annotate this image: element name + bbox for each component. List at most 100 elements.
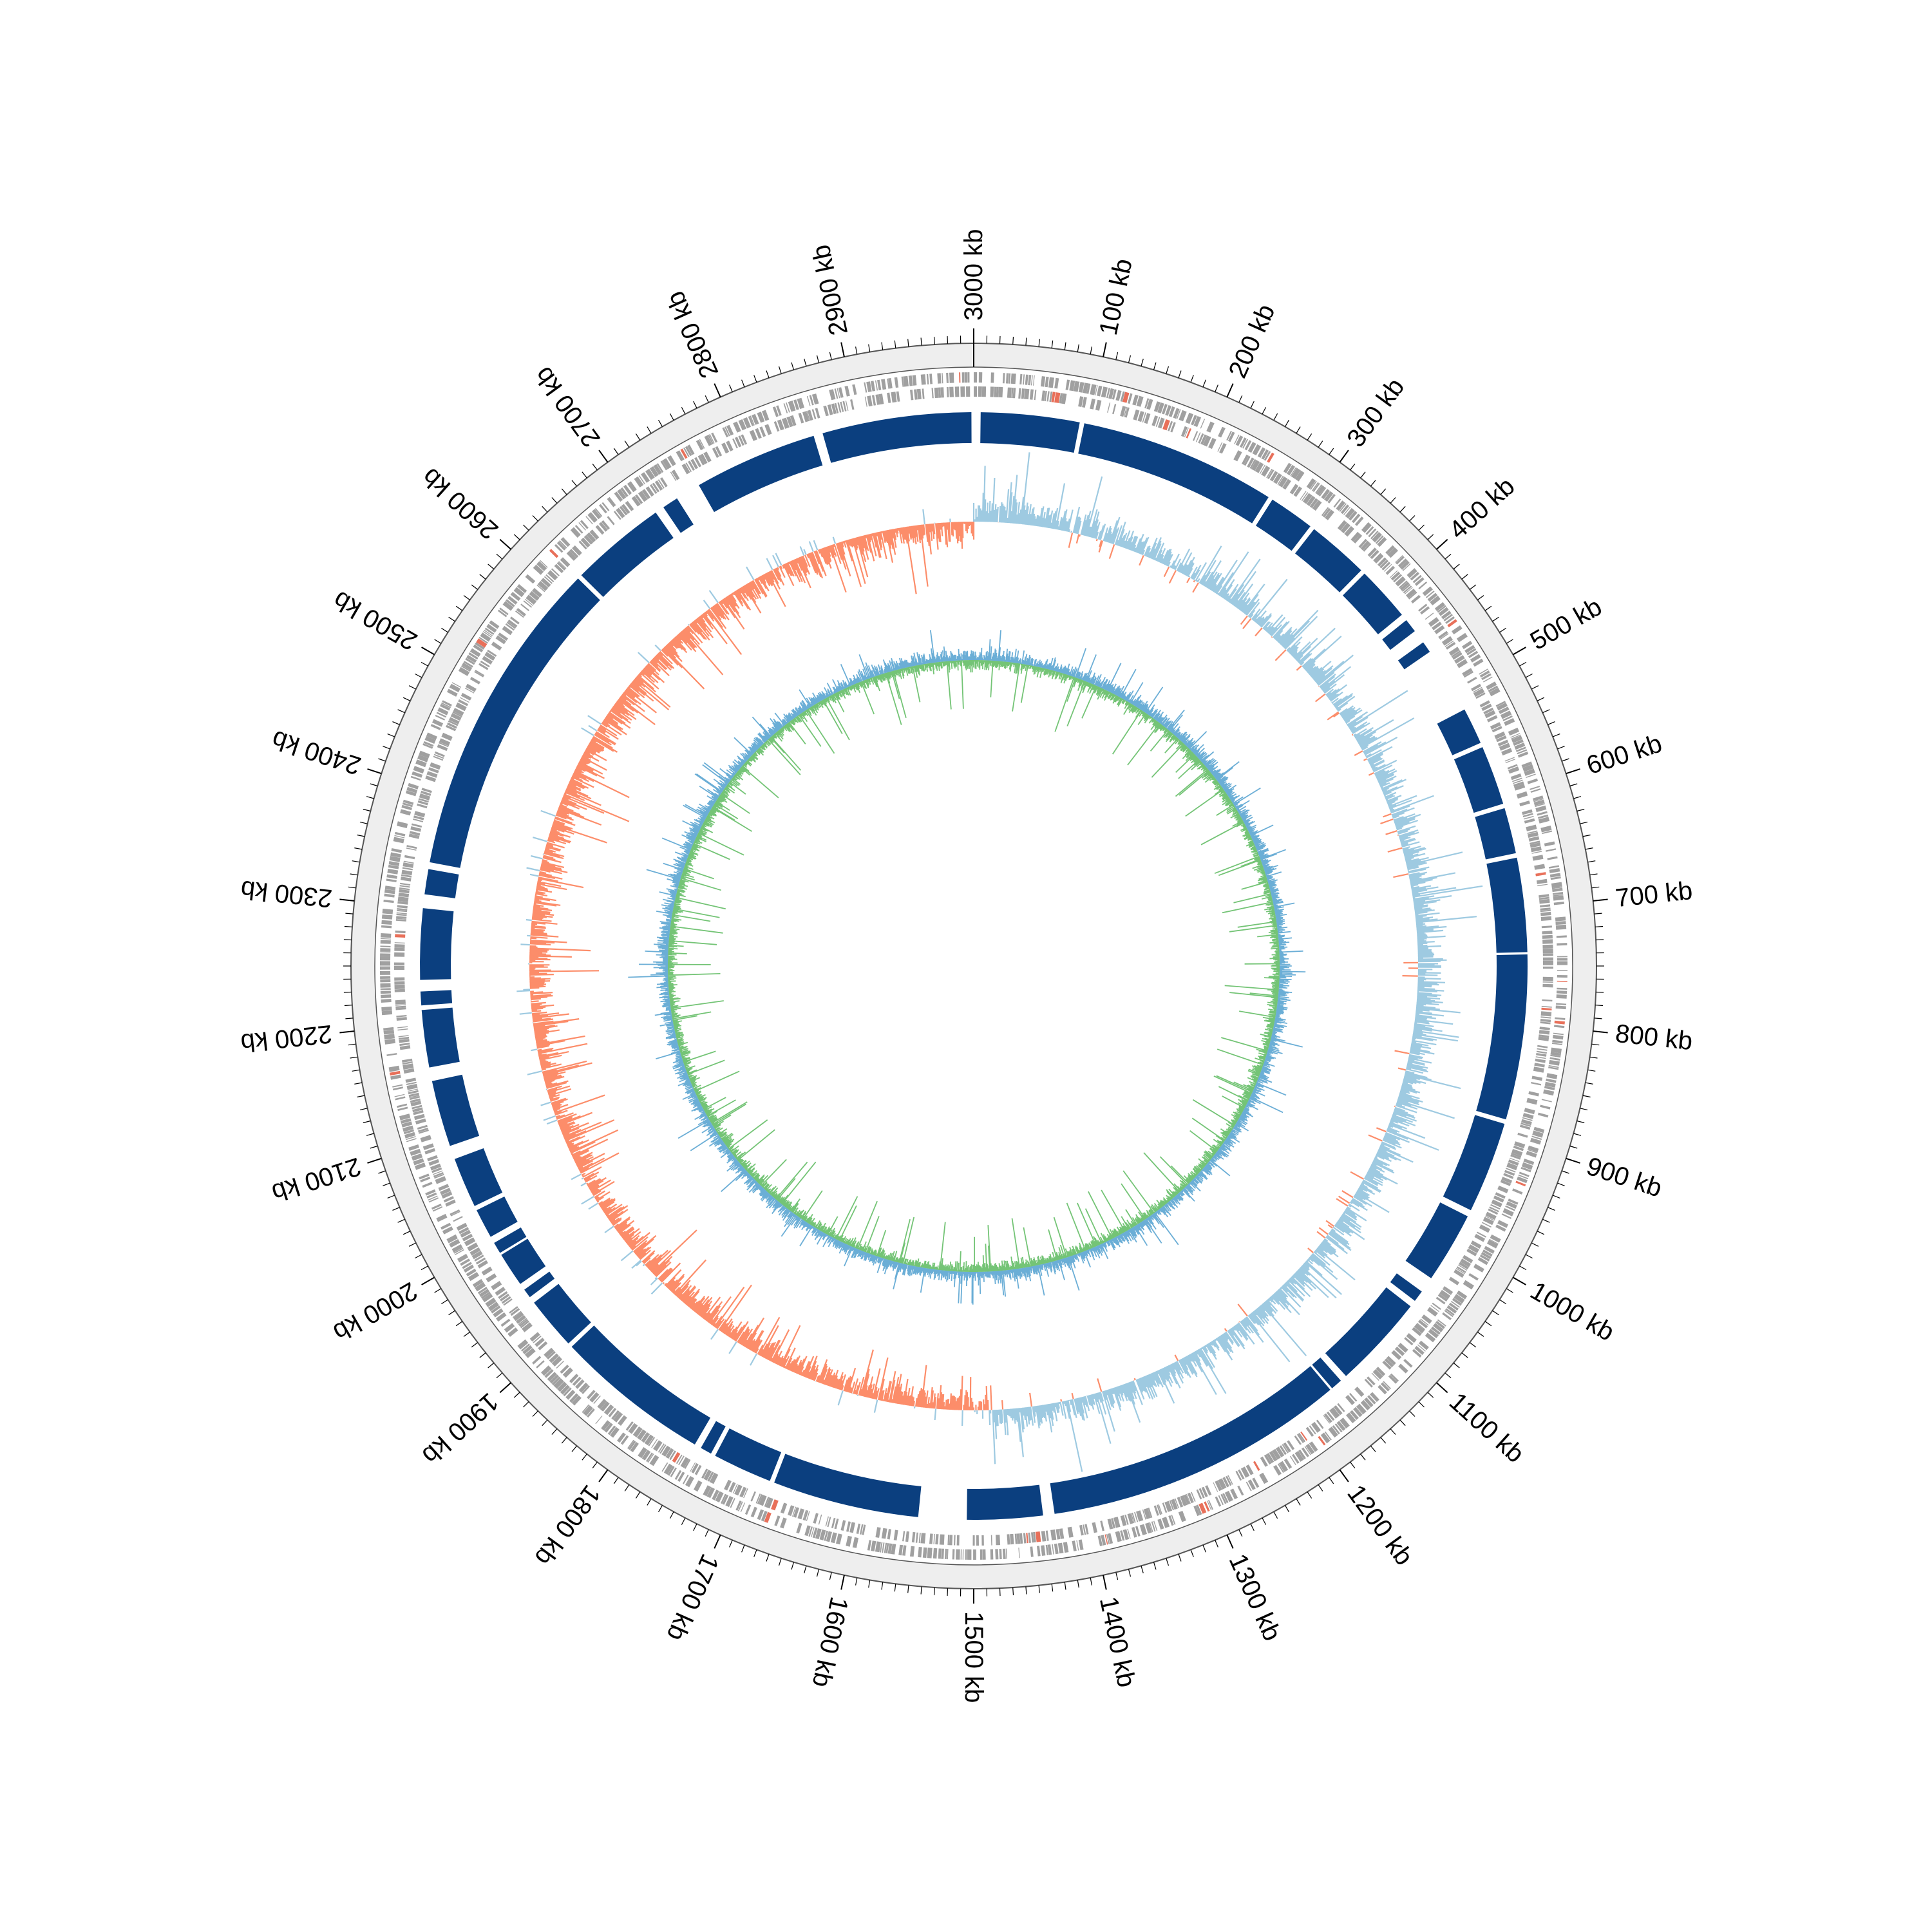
gc-skew-positive-bar (1053, 507, 1059, 529)
gc-skew-positive-bar (1416, 918, 1438, 922)
minor-tick (1469, 1342, 1477, 1348)
forward-strand-gene (812, 1528, 818, 1539)
minor-tick (1090, 1577, 1092, 1586)
forward-strand-gene (1106, 1533, 1110, 1544)
gc-skew-positive-bar (1298, 627, 1336, 663)
reverse-strand-gene (1451, 650, 1461, 658)
gc-skew-positive-bar (1009, 1408, 1011, 1417)
reverse-strand-gene (603, 1404, 614, 1416)
reverse-strand-gene (418, 1128, 429, 1133)
reverse-strand-gene (1376, 1367, 1386, 1376)
reverse-strand-gene (1417, 1323, 1426, 1331)
reverse-strand-gene (421, 790, 431, 796)
reverse-strand-gene (410, 1101, 422, 1107)
reverse-strand-gene (544, 1347, 554, 1358)
major-tick (499, 538, 512, 550)
forward-strand-gene (884, 1542, 887, 1553)
gc-skew-positive-bar (1416, 999, 1443, 1003)
contig-block (1405, 1202, 1468, 1278)
minor-tick (363, 1120, 371, 1124)
forward-strand-gene (903, 375, 909, 387)
forward-strand-gene (757, 1509, 764, 1520)
minor-tick (1542, 1218, 1550, 1223)
gc-skew-positive-bar (1410, 876, 1437, 884)
gc-skew-positive-bar (1222, 584, 1233, 599)
reverse-strand-gene (1170, 422, 1176, 433)
reverse-strand-gene (676, 1454, 683, 1464)
reverse-strand-gene (1481, 1222, 1492, 1228)
gc-skew-positive-bar (1371, 1163, 1383, 1170)
forward-strand-gene (1018, 1548, 1020, 1558)
forward-strand-gene (1006, 373, 1009, 384)
reverse-strand-gene (764, 424, 772, 435)
gc-skew-positive-bar (1302, 1264, 1310, 1271)
minor-tick (647, 1498, 652, 1506)
gc-skew-positive-bar (1030, 507, 1035, 526)
gc-skew-positive-bar (1417, 933, 1426, 936)
rna-feature (1186, 428, 1191, 439)
reverse-strand-gene (1484, 1215, 1495, 1221)
gc-skew-positive-bar (1265, 622, 1273, 632)
reverse-strand-gene (572, 1376, 582, 1387)
reverse-strand-gene (1124, 407, 1130, 418)
reverse-strand-gene (940, 387, 944, 398)
minor-tick (1580, 821, 1588, 824)
forward-strand-gene (556, 541, 566, 551)
reverse-strand-gene (402, 862, 414, 868)
gc-skew-positive-bar (1417, 985, 1432, 988)
gc-skew-positive-bar (1209, 574, 1220, 591)
gc-skew-positive-bar (1409, 877, 1422, 882)
reverse-strand-gene (1031, 1532, 1034, 1543)
forward-strand-gene (1445, 1308, 1455, 1316)
gc-skew-positive-bar (1055, 483, 1066, 530)
reverse-strand-gene (1508, 766, 1520, 774)
forward-strand-gene (578, 522, 586, 531)
gc-skew-positive-bar (1052, 511, 1057, 529)
gc-skew-positive-bar (1396, 1103, 1405, 1108)
gc-skew-positive-bar (1200, 560, 1217, 585)
reverse-strand-gene (598, 522, 608, 532)
gc-skew-positive-bar (1099, 524, 1106, 540)
forward-strand-gene (962, 1549, 964, 1560)
forward-strand-gene (815, 1528, 822, 1540)
gc-skew-positive-bar (1390, 1118, 1410, 1127)
reverse-strand-gene (1506, 1168, 1516, 1173)
reverse-strand-gene (922, 388, 925, 399)
gc-skew-positive-bar (1021, 452, 1030, 525)
forward-strand-gene (1002, 373, 1005, 384)
gc-skew-positive-bar (1416, 1010, 1423, 1012)
minor-tick (1589, 873, 1598, 876)
gc-skew-positive-bar (1416, 929, 1444, 934)
axis-tick-label: 900 kb (1583, 1152, 1665, 1203)
reverse-strand-gene (518, 1319, 529, 1327)
gc-skew-positive-bar (1359, 736, 1376, 747)
gc-skew-positive-bar (999, 502, 1003, 523)
axis-tick-label: 100 kb (1094, 256, 1138, 338)
forward-strand-gene (1237, 1485, 1244, 1496)
minor-tick (479, 574, 486, 580)
forward-strand-gene (383, 900, 394, 904)
gc-skew-positive-bar (1156, 549, 1163, 562)
gc-skew-positive-bar (1311, 1255, 1325, 1267)
gc-skew-positive-bar (1417, 986, 1425, 989)
forward-strand-gene (460, 1258, 470, 1266)
gc-skew-positive-bar (1224, 593, 1230, 600)
reverse-strand-gene (394, 952, 405, 957)
reverse-strand-gene (1301, 492, 1309, 501)
gc-skew-positive-bar (1388, 803, 1392, 806)
forward-strand-gene (887, 1543, 893, 1554)
gc-skew-positive-bar (1417, 950, 1432, 952)
gc-skew-positive-bar (1332, 703, 1334, 705)
minor-tick (1418, 524, 1425, 531)
forward-strand-gene (381, 1010, 393, 1016)
forward-strand-gene (1356, 1403, 1367, 1414)
gc-skew-negative-bar (529, 977, 541, 980)
reverse-strand-gene (1019, 1533, 1023, 1544)
minor-tick (1178, 370, 1182, 379)
reverse-strand-gene (741, 434, 748, 445)
reverse-strand-gene (464, 1237, 476, 1247)
gc-skew-positive-bar (1414, 904, 1428, 908)
reverse-strand-gene (549, 1353, 559, 1363)
reverse-strand-gene (1501, 1177, 1513, 1184)
reverse-strand-gene (659, 1444, 667, 1454)
